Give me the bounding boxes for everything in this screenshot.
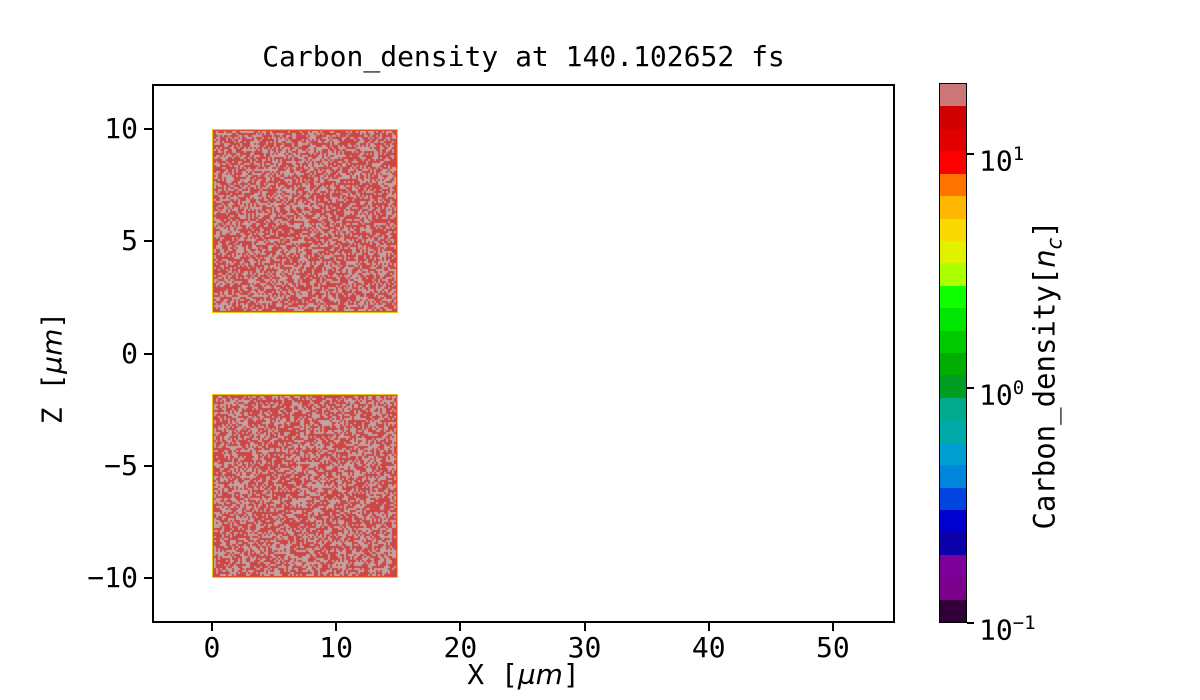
colorbar-tick-label: 10−1 bbox=[979, 604, 1036, 646]
x-tick-mark bbox=[335, 623, 338, 631]
x-axis-label-text: X [ bbox=[467, 658, 518, 691]
colorbar-segment bbox=[940, 196, 966, 219]
colorbar-tick-exponent: 0 bbox=[1012, 377, 1025, 400]
carbon-slab bbox=[211, 393, 399, 579]
density-speckle-canvas bbox=[213, 130, 396, 311]
colorbar-tick-label: 100 bbox=[979, 369, 1025, 411]
y-tick-mark bbox=[144, 352, 152, 355]
y-tick-label: 10 bbox=[104, 111, 138, 145]
colorbar-segment bbox=[940, 285, 966, 309]
y-tick-label: −10 bbox=[87, 561, 138, 595]
x-tick-label: 40 bbox=[691, 631, 726, 664]
colorbar-segment bbox=[940, 173, 966, 197]
carbon-slab-edge bbox=[212, 394, 398, 578]
carbon-slab bbox=[211, 128, 399, 314]
colorbar-segment bbox=[940, 84, 966, 107]
x-tick-mark bbox=[583, 623, 586, 631]
colorbar-tick-mark bbox=[967, 622, 974, 624]
colorbar-segment bbox=[940, 240, 966, 264]
y-tick-mark bbox=[144, 577, 152, 580]
colorbar-segment bbox=[940, 532, 966, 555]
colorbar-segment bbox=[940, 151, 966, 174]
colorbar bbox=[939, 83, 967, 623]
x-axis-unit: µm bbox=[517, 658, 563, 691]
colorbar-segment bbox=[940, 128, 966, 152]
x-tick-label: 30 bbox=[567, 631, 602, 664]
colorbar-segment bbox=[940, 106, 966, 129]
colorbar-label-sub: c bbox=[1042, 237, 1067, 250]
x-tick-mark bbox=[459, 623, 462, 631]
x-tick-label: 0 bbox=[203, 631, 221, 664]
colorbar-tick-base: 10 bbox=[979, 613, 1013, 647]
colorbar-tick-exponent: 1 bbox=[1012, 142, 1025, 165]
colorbar-segment bbox=[940, 442, 966, 466]
y-tick-mark bbox=[144, 240, 152, 243]
colorbar-segment bbox=[940, 487, 966, 511]
colorbar-tick-mark bbox=[967, 387, 974, 390]
colorbar-segment bbox=[940, 599, 966, 623]
colorbar-segment bbox=[940, 397, 966, 421]
chart-title: Carbon_density at 140.102652 fs bbox=[262, 40, 785, 73]
y-tick-mark bbox=[144, 127, 152, 130]
colorbar-segment bbox=[940, 308, 966, 331]
x-tick-mark bbox=[210, 623, 213, 631]
y-tick-label: 5 bbox=[121, 224, 138, 258]
colorbar-segment bbox=[940, 330, 966, 354]
y-axis-label-text: Z [ bbox=[35, 373, 69, 425]
colorbar-tick-base: 10 bbox=[979, 378, 1013, 412]
x-axis-label-close: ] bbox=[562, 658, 580, 691]
colorbar-segment bbox=[940, 465, 966, 488]
x-tick-label: 10 bbox=[319, 631, 354, 664]
y-tick-label: 0 bbox=[121, 336, 138, 370]
colorbar-tick-exponent: −1 bbox=[1012, 612, 1036, 634]
colorbar-label-close: ] bbox=[1027, 220, 1062, 238]
x-tick-mark bbox=[831, 623, 834, 631]
x-axis-label: X [µm] bbox=[152, 658, 895, 691]
colorbar-tick-mark bbox=[967, 152, 974, 155]
colorbar-segment bbox=[940, 554, 966, 578]
y-tick-mark bbox=[144, 464, 152, 467]
colorbar-segment bbox=[940, 218, 966, 241]
colorbar-segment bbox=[940, 263, 966, 286]
colorbar-segment bbox=[940, 577, 966, 600]
colorbar-tick-label: 101 bbox=[979, 135, 1025, 177]
colorbar-label-text: Carbon_density[ bbox=[1027, 267, 1062, 530]
colorbar-segment bbox=[940, 353, 966, 376]
x-tick-mark bbox=[707, 623, 710, 631]
carbon-slab-edge bbox=[212, 129, 398, 313]
x-tick-label: 50 bbox=[816, 631, 850, 664]
colorbar-label: Carbon_density[nc] bbox=[1028, 220, 1067, 529]
colorbar-segment bbox=[940, 510, 966, 533]
colorbar-segment bbox=[940, 420, 966, 443]
density-speckle-canvas bbox=[213, 395, 396, 576]
y-axis-label-close: ] bbox=[35, 311, 69, 329]
colorbar-tick-base: 10 bbox=[979, 143, 1013, 177]
colorbar-label-var: n bbox=[1027, 249, 1062, 268]
y-tick-label: −5 bbox=[104, 448, 138, 482]
colorbar-segment bbox=[940, 375, 966, 398]
x-tick-label: 20 bbox=[443, 631, 478, 664]
